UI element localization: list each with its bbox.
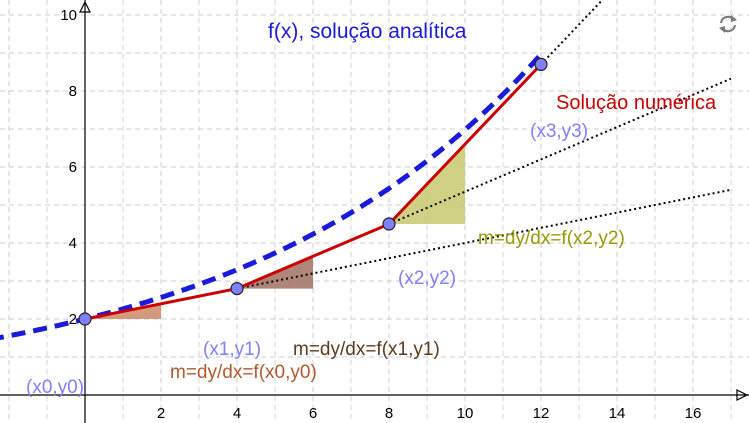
point-label-1: (x1,y1) <box>203 339 261 360</box>
x-tick-label: 12 <box>533 405 550 422</box>
point-p1[interactable] <box>230 282 244 296</box>
x-tick-label: 14 <box>609 405 626 422</box>
slope-label-1: m=dy/dx=f(x1,y1) <box>293 339 440 360</box>
y-tick-label: 10 <box>60 7 77 24</box>
tick-labels: 2 4 6 8 10 12 14 16 2 4 6 8 10 <box>60 7 701 422</box>
y-tick-label: 6 <box>69 159 77 176</box>
x-tick-label: 2 <box>157 405 165 422</box>
x-tick-label: 4 <box>233 405 241 422</box>
point-p0[interactable] <box>78 312 92 326</box>
numeric-solution-line[interactable] <box>84 63 543 321</box>
y-tick-label: 2 <box>69 311 77 328</box>
numeric-label: Solução numérica <box>556 92 717 114</box>
x-tick-label: 10 <box>457 405 474 422</box>
point-label-2: (x2,y2) <box>398 268 456 289</box>
x-tick-label: 16 <box>685 405 702 422</box>
point-label-0: (x0,y0) <box>26 377 84 398</box>
point-p2[interactable] <box>382 217 396 231</box>
x-tick-label: 6 <box>309 405 317 422</box>
y-tick-label: 8 <box>69 83 77 100</box>
reset-icon[interactable] <box>719 15 737 33</box>
y-axis-arrow <box>79 0 91 13</box>
analytic-label: f(x), solução analítica <box>268 20 467 43</box>
point-p3[interactable] <box>534 57 548 72</box>
x-tick-label: 8 <box>385 405 393 422</box>
y-tick-label: 4 <box>69 235 77 252</box>
points <box>78 57 548 326</box>
x-axis-arrow <box>736 389 749 401</box>
slope-label-0: m=dy/dx=f(x0,y0) <box>170 362 317 383</box>
slope-label-2: m=dy/dx=f(x2,y2) <box>478 228 625 249</box>
point-label-3: (x3,y3) <box>530 121 588 142</box>
